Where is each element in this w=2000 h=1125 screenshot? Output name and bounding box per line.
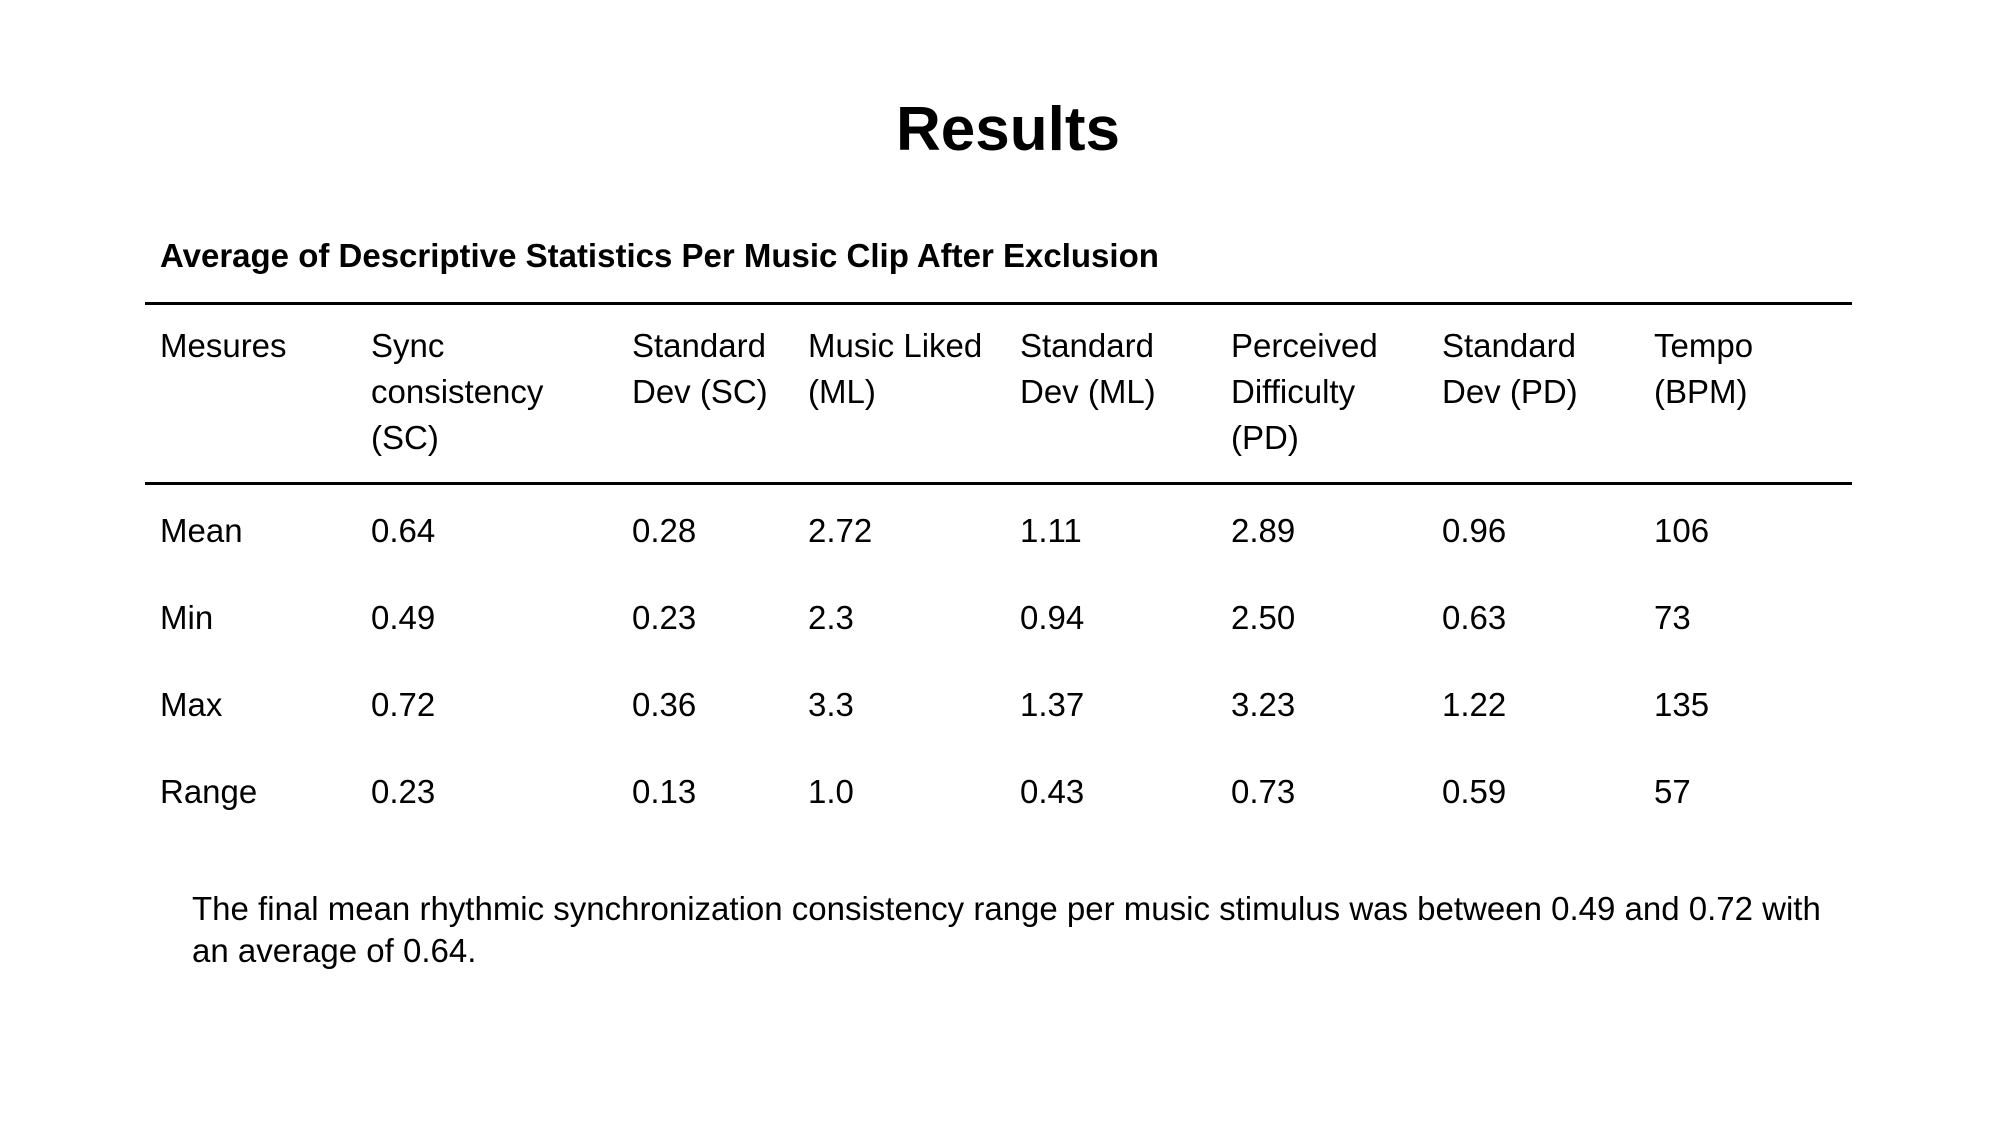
table-cell: 1.22: [1442, 682, 1506, 728]
table-cell: 2.3: [808, 595, 854, 641]
table-cell: 73: [1654, 595, 1691, 641]
table-cell: 1.11: [1020, 508, 1082, 554]
table-cell: 0.59: [1442, 769, 1506, 815]
table-cell: 57: [1654, 769, 1691, 815]
table-cell: 2.72: [808, 508, 872, 554]
table-cell: 0.63: [1442, 595, 1506, 641]
header-standard-dev-pd: Standard Dev (PD): [1442, 323, 1602, 415]
table-cell: 0.28: [632, 508, 696, 554]
table-header-row: Mesures Sync consistency (SC) Standard D…: [145, 305, 1852, 485]
row-label: Range: [160, 769, 257, 815]
statistics-table: Mesures Sync consistency (SC) Standard D…: [145, 302, 1852, 836]
table-cell: 135: [1654, 682, 1709, 728]
row-label: Max: [160, 682, 222, 728]
table-cell: 0.43: [1020, 769, 1084, 815]
table-cell: 0.23: [632, 595, 696, 641]
table-cell: 0.72: [371, 682, 435, 728]
header-sync-consistency: Sync consistency (SC): [371, 323, 571, 461]
table-cell: 3.23: [1231, 682, 1295, 728]
page-title: Results: [0, 92, 2000, 168]
table-cell: 0.36: [632, 682, 696, 728]
table-cell: 0.13: [632, 769, 696, 815]
table-body: Mean 0.64 0.28 2.72 1.11 2.89 0.96 106 M…: [145, 485, 1852, 836]
header-perceived-difficulty: Perceived Difficulty (PD): [1231, 323, 1431, 461]
header-standard-dev-sc: Standard Dev (SC): [632, 323, 792, 415]
table-cell: 1.0: [808, 769, 854, 815]
summary-text: The final mean rhythmic synchronization …: [192, 888, 1832, 972]
table-cell: 106: [1654, 508, 1709, 554]
row-label: Mean: [160, 508, 243, 554]
table-cell: 0.49: [371, 595, 435, 641]
table-cell: 0.96: [1442, 508, 1506, 554]
table-caption: Average of Descriptive Statistics Per Mu…: [160, 235, 1159, 277]
header-standard-dev-ml: Standard Dev (ML): [1020, 323, 1180, 415]
table-cell: 2.89: [1231, 508, 1295, 554]
table-cell: 1.37: [1020, 682, 1084, 728]
table-cell: 0.64: [371, 508, 435, 554]
header-tempo: Tempo (BPM): [1654, 323, 1814, 415]
row-label: Min: [160, 595, 213, 641]
table-cell: 2.50: [1231, 595, 1295, 641]
header-music-liked: Music Liked (ML): [808, 323, 1008, 415]
table-row: Range 0.23 0.13 1.0 0.43 0.73 0.59 57: [145, 749, 1852, 836]
table-cell: 0.23: [371, 769, 435, 815]
table-row: Min 0.49 0.23 2.3 0.94 2.50 0.63 73: [145, 575, 1852, 662]
header-measures: Mesures: [160, 323, 350, 369]
table-row: Max 0.72 0.36 3.3 1.37 3.23 1.22 135: [145, 662, 1852, 749]
table-cell: 3.3: [808, 682, 854, 728]
table-cell: 0.73: [1231, 769, 1295, 815]
table-cell: 0.94: [1020, 595, 1084, 641]
table-row: Mean 0.64 0.28 2.72 1.11 2.89 0.96 106: [145, 488, 1852, 575]
